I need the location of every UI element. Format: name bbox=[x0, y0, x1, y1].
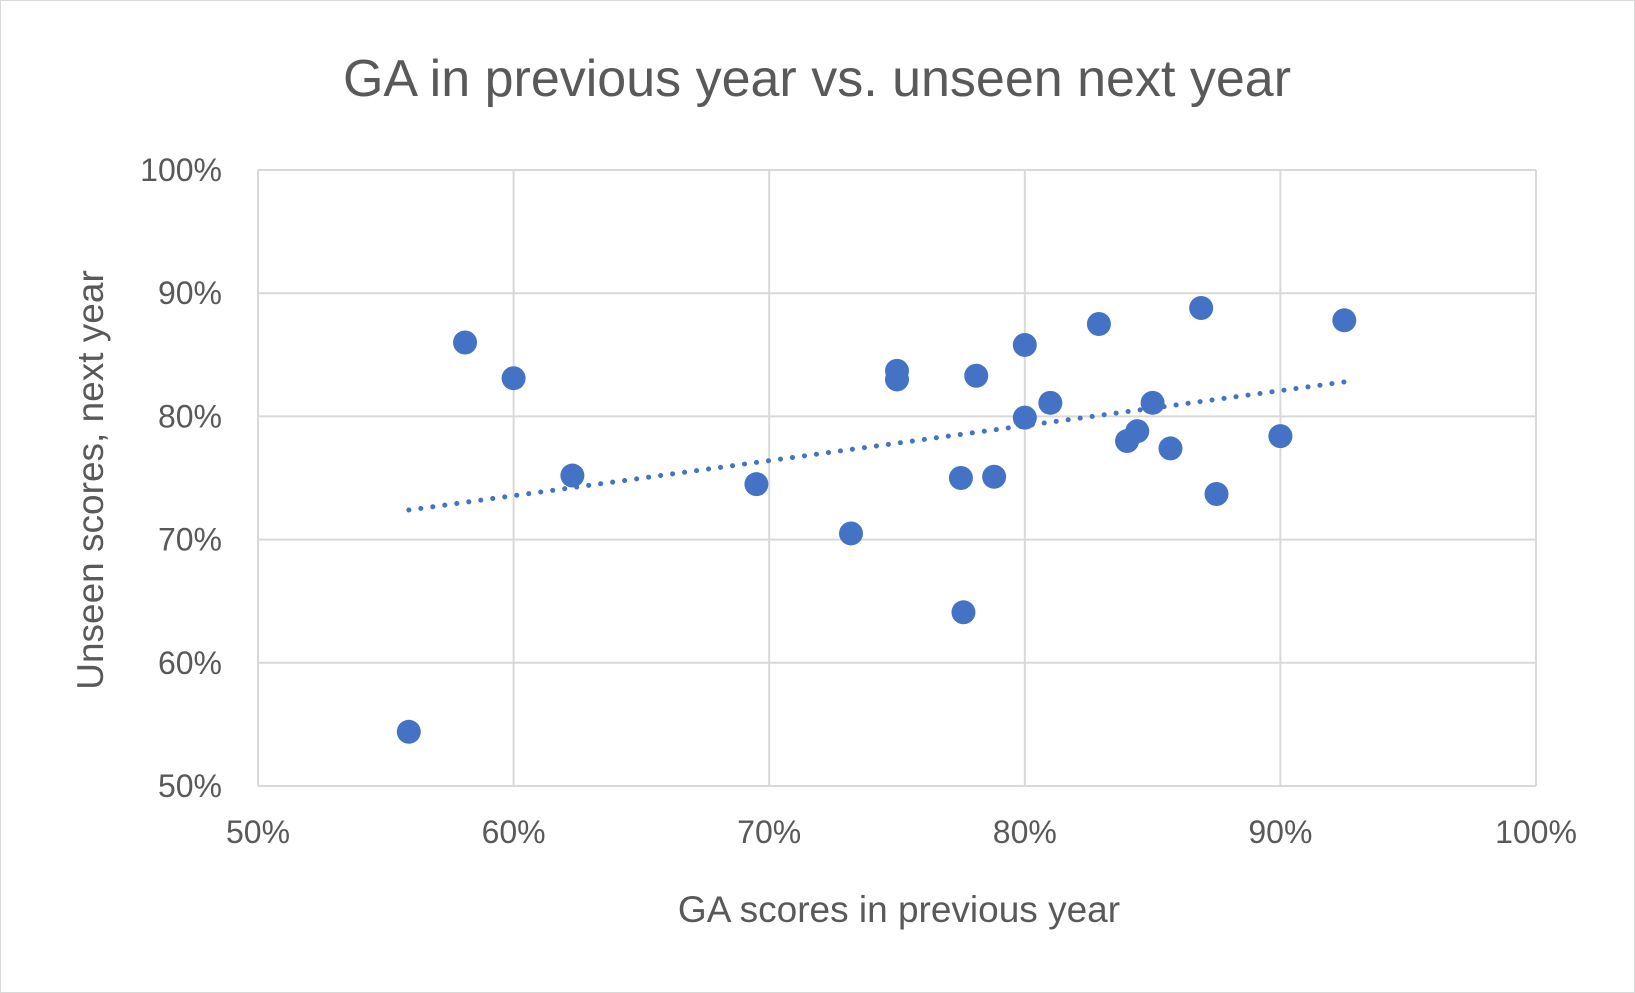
data-point bbox=[1012, 332, 1037, 357]
data-point bbox=[1038, 390, 1063, 415]
x-tick-label: 70% bbox=[737, 814, 801, 850]
data-point bbox=[948, 466, 973, 490]
data-point bbox=[1204, 482, 1229, 507]
y-tick-label: 60% bbox=[158, 645, 222, 681]
data-point bbox=[951, 600, 976, 625]
data-point bbox=[501, 366, 526, 391]
x-tick-label: 100% bbox=[1495, 814, 1577, 850]
x-tick-label: 80% bbox=[993, 814, 1057, 850]
y-tick-label: 100% bbox=[140, 152, 222, 188]
data-point bbox=[838, 521, 863, 546]
y-tick-label: 90% bbox=[158, 275, 222, 311]
data-point bbox=[453, 330, 478, 355]
y-axis-title: Unseen scores, next year bbox=[70, 270, 111, 690]
trendline bbox=[406, 379, 1347, 513]
data-point bbox=[1268, 424, 1293, 449]
x-axis-title: GA scores in previous year bbox=[678, 889, 1120, 930]
data-point bbox=[885, 367, 909, 392]
data-point bbox=[1332, 308, 1357, 333]
x-tick-label: 60% bbox=[482, 814, 546, 850]
x-tick-label: 50% bbox=[226, 814, 290, 850]
y-tick-label: 80% bbox=[158, 398, 222, 434]
data-point bbox=[1125, 419, 1150, 444]
x-tick-label: 90% bbox=[1248, 814, 1312, 850]
grid-lines bbox=[257, 169, 1537, 787]
data-point bbox=[1158, 436, 1183, 461]
data-points bbox=[396, 295, 1357, 744]
data-point bbox=[1086, 312, 1111, 336]
data-point bbox=[396, 719, 421, 744]
y-tick-label: 50% bbox=[158, 768, 222, 804]
data-point bbox=[744, 472, 769, 497]
data-point bbox=[964, 363, 989, 388]
data-point bbox=[1189, 295, 1214, 320]
tick-labels: 50% 60% 70% 80% 90% 100% 50% 60% 70% 80% 90% 100% bbox=[140, 152, 1577, 850]
data-point bbox=[560, 463, 585, 488]
chart-title: GA in previous year vs. unseen next year bbox=[343, 50, 1291, 108]
y-tick-label: 70% bbox=[158, 522, 222, 558]
data-point bbox=[1140, 390, 1165, 415]
data-point bbox=[982, 464, 1007, 489]
trendline-layer bbox=[406, 379, 1347, 513]
data-point bbox=[1012, 405, 1037, 430]
